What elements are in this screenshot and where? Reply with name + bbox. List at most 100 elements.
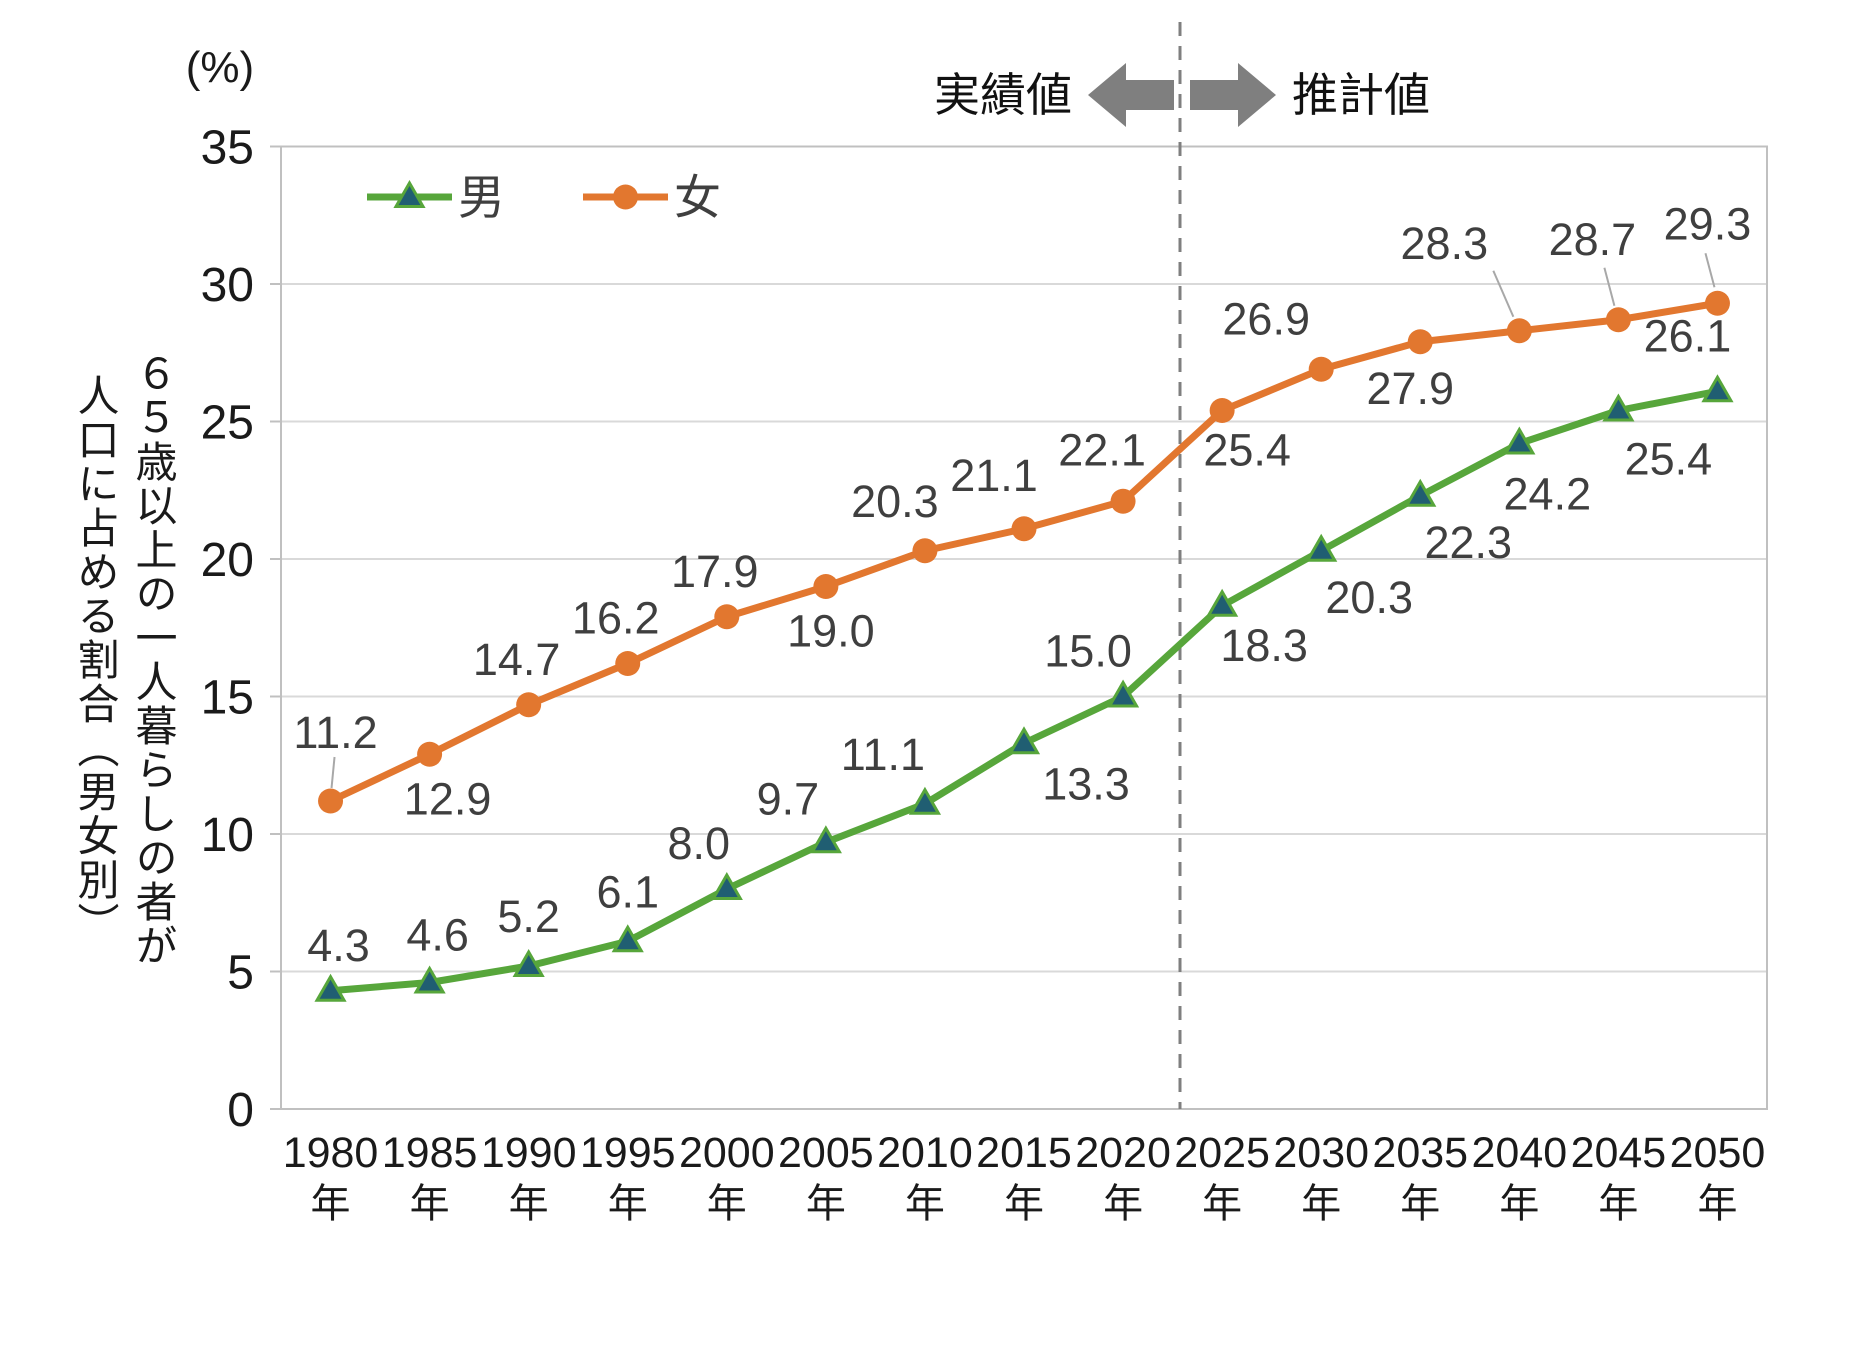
marker-女-2005 [813,574,839,599]
y-axis-tick-label-20: 20 [201,534,254,587]
value-label-男-2035: 22.3 [1424,517,1512,568]
value-label-女-2010: 20.3 [851,476,939,527]
y-axis-title: ６５歳以上の一人暮らしの者が 人口に占める割合（男女別） [56,215,182,1105]
x-axis-label-suffix-2025: 年 [1202,1182,1242,1226]
value-label-女-2040: 28.3 [1401,218,1489,269]
marker-男-2045 [1602,393,1635,422]
value-label-男-2045: 25.4 [1625,434,1713,485]
value-label-男-2020: 15.0 [1044,626,1132,677]
value-label-女-2035: 27.9 [1366,363,1454,414]
x-axis-label-1995: 1995 [580,1129,676,1177]
x-axis-label-2035: 2035 [1372,1129,1468,1177]
marker-女-2000 [714,604,740,630]
y-axis-tick-label-10: 10 [201,809,254,862]
right-arrow-icon [1190,63,1276,127]
x-axis-label-suffix-2020: 年 [1103,1182,1143,1226]
x-axis-label-suffix-1980: 年 [311,1182,351,1226]
leader-line-女-2045 [1603,267,1616,307]
x-axis-label-2050: 2050 [1670,1129,1766,1177]
x-axis-label-1990: 1990 [481,1129,577,1177]
value-label-男-2005: 9.7 [757,773,820,824]
marker-男-1995 [611,924,644,953]
legend-female-label: 女 [674,171,721,224]
marker-男-2050 [1701,374,1734,403]
value-label-女-2045: 28.7 [1549,214,1637,265]
x-axis-label-suffix-1995: 年 [608,1182,648,1226]
value-label-男-2040: 24.2 [1504,469,1592,520]
marker-女-1990 [516,692,542,718]
x-axis-label-suffix-2000: 年 [707,1182,747,1226]
left-arrow-icon [1088,63,1174,127]
x-axis-label-2025: 2025 [1174,1129,1270,1177]
marker-男-2015 [1007,726,1041,755]
y-axis-title-line-1: ６５歳以上の一人暮らしの者が [130,352,177,968]
y-axis-tick-label-5: 5 [227,947,254,1000]
marker-女-2025 [1209,398,1235,423]
plot-border [280,145,1768,1110]
marker-女-1985 [417,741,443,767]
marker-女-1995 [615,651,641,676]
x-axis-label-suffix-2040: 年 [1499,1182,1539,1226]
x-axis-label-2045: 2045 [1571,1129,1667,1177]
marker-男-2000 [710,871,743,900]
marker-男-1990 [512,948,545,977]
marker-男-2020 [1106,679,1140,708]
y-axis-tick-label-30: 30 [201,259,254,312]
x-axis-label-2010: 2010 [877,1129,973,1177]
y-axis-unit-label: (%) [186,43,254,92]
marker-女-2010 [912,538,938,564]
x-axis-label-suffix-1985: 年 [410,1182,450,1226]
marker-女-2030 [1308,356,1334,382]
value-label-女-1990: 14.7 [473,634,561,685]
marker-女-2045 [1605,307,1631,333]
marker-男-2030 [1305,533,1338,562]
value-label-男-2030: 20.3 [1325,572,1413,623]
value-label-女-1995: 16.2 [572,593,660,644]
value-label-男-1985: 4.6 [406,910,469,961]
marker-男-2005 [809,825,842,854]
value-label-女-2030: 26.9 [1222,293,1310,344]
x-axis-label-2030: 2030 [1273,1129,1369,1177]
value-label-男-1990: 5.2 [497,891,560,942]
legend-male-label: 男 [458,171,505,224]
x-axis-label-suffix-2035: 年 [1400,1182,1440,1226]
marker-男-2040 [1503,426,1536,455]
actual-values-label: 実績値 [934,69,1072,121]
marker-男-1985 [413,965,446,994]
legend-male-marker-icon [393,179,426,208]
marker-女-2015 [1011,516,1037,542]
legend-female-marker-icon [613,184,638,210]
x-axis-label-2015: 2015 [976,1129,1072,1177]
value-label-女-1980: 11.2 [293,707,377,758]
value-label-女-2025: 25.4 [1203,425,1291,476]
x-axis-label-suffix-1990: 年 [509,1182,549,1226]
value-label-女-2000: 17.9 [671,546,759,597]
value-label-男-2015: 13.3 [1042,758,1130,809]
x-axis-label-suffix-2010: 年 [905,1182,945,1226]
marker-男-1980 [314,973,347,1002]
value-label-女-2020: 22.1 [1058,424,1146,475]
value-label-女-2005: 19.0 [787,606,875,657]
x-axis-label-1985: 1985 [382,1129,478,1177]
marker-男-2025 [1206,588,1239,617]
marker-女-1980 [318,788,344,814]
value-label-男-2025: 18.3 [1220,620,1308,671]
marker-女-2020 [1110,488,1136,514]
projected-values-label: 推計値 [1292,69,1430,121]
marker-女-2050 [1704,290,1730,316]
y-axis-tick-label-0: 0 [227,1084,254,1137]
value-label-女-1985: 12.9 [404,773,492,824]
value-label-男-1980: 4.3 [307,920,370,971]
x-axis-label-suffix-2005: 年 [806,1182,846,1226]
x-axis-label-2005: 2005 [778,1129,874,1177]
x-axis-label-1980: 1980 [283,1129,379,1177]
marker-女-2035 [1407,329,1433,355]
x-axis-label-suffix-2015: 年 [1004,1182,1044,1226]
y-axis-tick-label-25: 25 [201,397,254,450]
leader-line-女-1980 [330,756,336,789]
x-axis-label-2000: 2000 [679,1129,775,1177]
y-axis-title-line-2: 人口に占める割合（男女別） [72,374,120,946]
x-axis-label-2020: 2020 [1075,1129,1171,1177]
